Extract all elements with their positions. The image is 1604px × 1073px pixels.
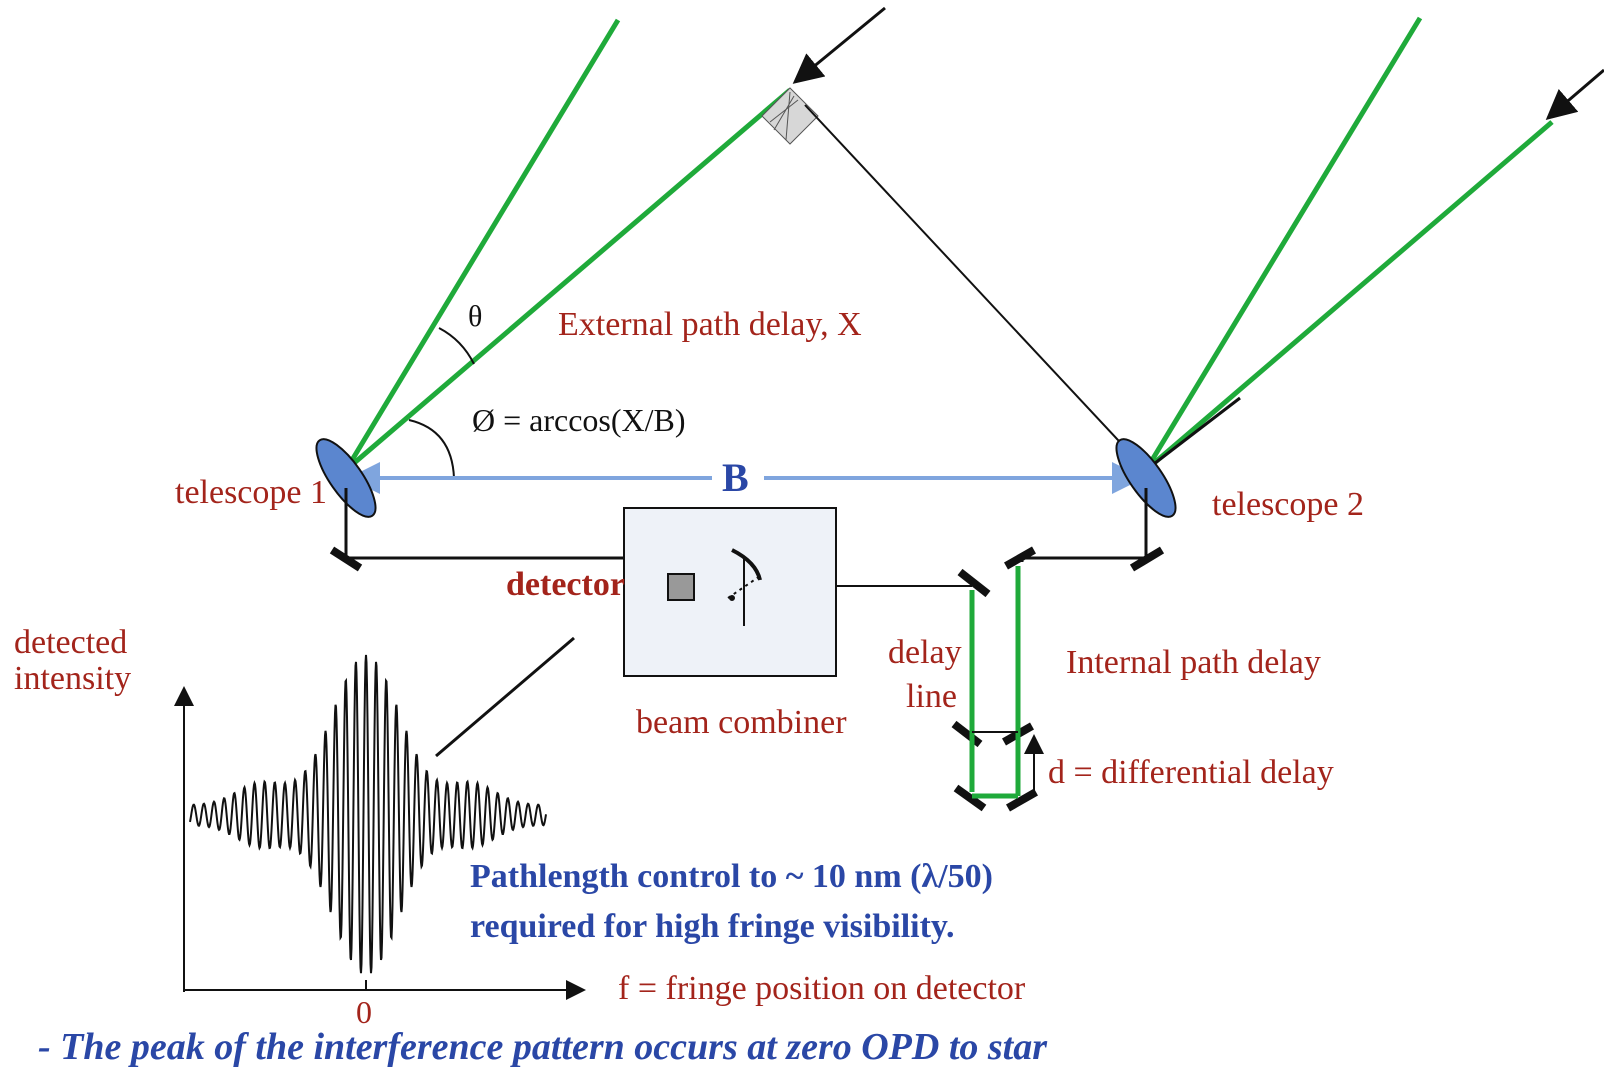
zoom-pointer-line — [435, 636, 575, 758]
wavefront-line — [804, 104, 1147, 471]
beam-t1-right — [344, 88, 792, 472]
telescope-1-mirror — [315, 438, 377, 518]
wavefront-stub — [1145, 396, 1241, 472]
pathlength-label-1: Pathlength control to ~ 10 nm (λ/50) — [470, 858, 993, 895]
detector-square — [667, 573, 695, 601]
differential-delay-label: d = differential delay — [1048, 754, 1334, 791]
beam-t2-right — [1144, 120, 1554, 472]
incoming-arrow-2 — [1545, 68, 1604, 120]
fringe-position-label: f = fringe position on detector — [618, 970, 1026, 1007]
mirror-t2 — [1129, 546, 1165, 572]
mirror-delay-bot-left — [953, 784, 987, 812]
mirror-delay-top-right — [1004, 546, 1036, 570]
beam-t2-left — [1143, 16, 1423, 472]
detected-intensity-label-1: detected — [14, 624, 128, 661]
mirror-delay-bot-right — [1006, 788, 1038, 812]
delay-line-label-2: line — [906, 678, 957, 715]
mirror-delay-mid-left — [951, 720, 983, 748]
detector-label: detector — [506, 566, 625, 603]
relay-mirrors — [329, 546, 1165, 812]
axis-zero-label: 0 — [356, 994, 372, 1030]
theta-label: θ — [468, 300, 483, 333]
delay-line-beams — [969, 566, 1021, 799]
fringe-plot — [174, 654, 586, 1000]
mirror-delay-top-left — [957, 568, 991, 598]
pathlength-label-2: required for high fringe visibility. — [470, 908, 955, 945]
mirror-t1 — [329, 546, 363, 572]
beam-combiner-label: beam combiner — [636, 704, 847, 741]
beam-combiner-box — [623, 507, 837, 677]
detected-intensity-label-2: intensity — [14, 660, 132, 697]
internal-delay-label: Internal path delay — [1066, 644, 1321, 681]
right-angle-marker — [761, 87, 819, 145]
telescope-2-mirror — [1115, 438, 1177, 518]
incoming-arrow-1 — [792, 6, 886, 84]
footer-note: - The peak of the interference pattern o… — [38, 1026, 1048, 1068]
phi-label: Ø = arccos(X/B) — [472, 402, 686, 438]
baseline-label: B — [722, 455, 749, 500]
telescope-1-label: telescope 1 — [175, 474, 327, 511]
telescope-2-label: telescope 2 — [1212, 486, 1364, 523]
external-delay-label: External path delay, X — [558, 306, 862, 343]
phi-arc — [408, 419, 455, 479]
combiner-optics — [727, 548, 762, 626]
delay-line-label-1: delay — [888, 634, 962, 671]
starlight-beams — [343, 16, 1554, 472]
fringe-curve — [189, 654, 547, 974]
beam-t1-left — [343, 18, 621, 472]
theta-arc — [438, 327, 475, 365]
